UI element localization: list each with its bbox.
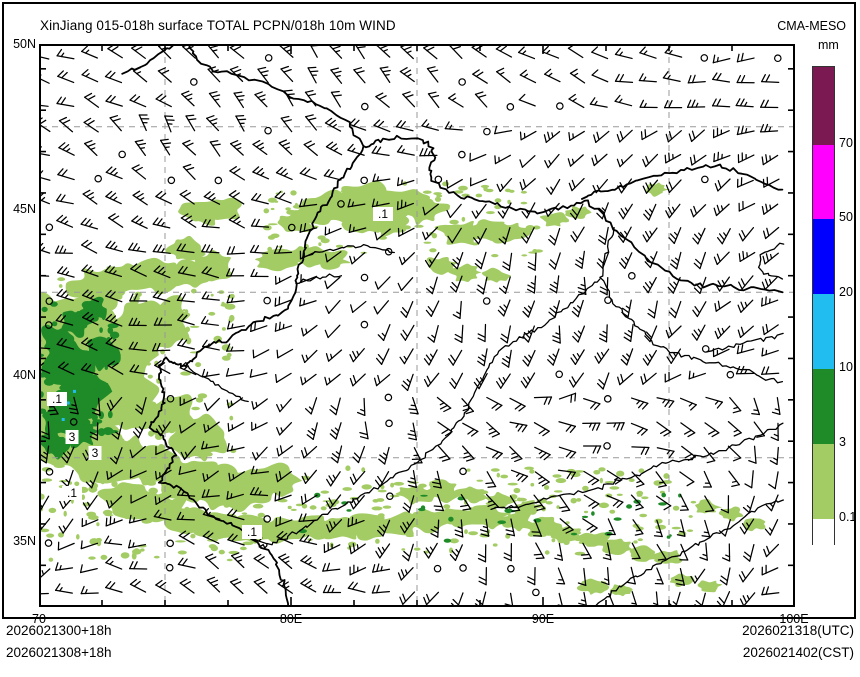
precipitation-shading-layer xyxy=(41,180,766,597)
colorbar-tick-20: 20 xyxy=(839,285,853,299)
axis-tick-layer xyxy=(41,46,793,605)
colorbar-band-20-50 xyxy=(813,219,834,294)
y-tick-50n: 50N xyxy=(13,37,36,51)
footer-valid-cst: 2026021402(CST) xyxy=(742,645,854,660)
gridline-layer xyxy=(41,46,793,605)
x-tick-70: 70 xyxy=(32,612,46,626)
colorbar-band-lt0.1 xyxy=(813,519,834,546)
svg-text:.1: .1 xyxy=(378,207,388,221)
footer-init-utc: 2026021300+18h xyxy=(6,623,112,638)
colorbar-unit-label: mm xyxy=(818,38,839,52)
svg-text:.1: .1 xyxy=(52,392,62,406)
colorbar-tick-10: 10 xyxy=(839,360,853,374)
colorbar-band-gt70 xyxy=(813,67,834,145)
colorbar-tick-70: 70 xyxy=(839,136,853,150)
footer-valid-utc: 2026021318(UTC) xyxy=(742,623,854,638)
svg-text:.1: .1 xyxy=(247,525,257,539)
page-title: XinJiang 015-018h surface TOTAL PCPN/018… xyxy=(40,18,396,33)
y-tick-35n: 35N xyxy=(13,534,36,548)
outer-frame xyxy=(2,2,856,619)
colorbar-band-0.1-3 xyxy=(813,444,834,519)
x-tick-80e: 80E xyxy=(279,612,303,626)
colorbar-band-10-20 xyxy=(813,294,834,369)
colorbar-band-3-10 xyxy=(813,369,834,444)
x-tick-90e: 90E xyxy=(531,612,555,626)
x-tick-100e: 100E xyxy=(779,612,809,626)
map-svg: .1 .1 3 3 .1 .1 xyxy=(41,46,793,605)
svg-text:.1: .1 xyxy=(67,486,77,500)
country-border-layer xyxy=(121,46,785,605)
colorbar-tick-3: 3 xyxy=(839,435,846,449)
svg-text:3: 3 xyxy=(92,446,99,460)
y-tick-40n: 40N xyxy=(13,368,36,382)
model-tag: CMA-MESO xyxy=(777,19,846,33)
y-tick-45n: 45N xyxy=(13,202,36,216)
contour-label-layer: .1 .1 3 3 .1 .1 xyxy=(47,207,393,539)
colorbar xyxy=(812,66,835,546)
wind-barb-layer xyxy=(41,46,782,605)
footer-init-cst: 2026021308+18h xyxy=(6,645,112,660)
colorbar-tick-0.1: 0.1 xyxy=(839,510,857,524)
colorbar-band-50-70 xyxy=(813,145,834,219)
colorbar-tick-50: 50 xyxy=(839,210,853,224)
svg-text:3: 3 xyxy=(69,430,76,444)
map-plot-area: .1 .1 3 3 .1 .1 xyxy=(39,44,795,607)
